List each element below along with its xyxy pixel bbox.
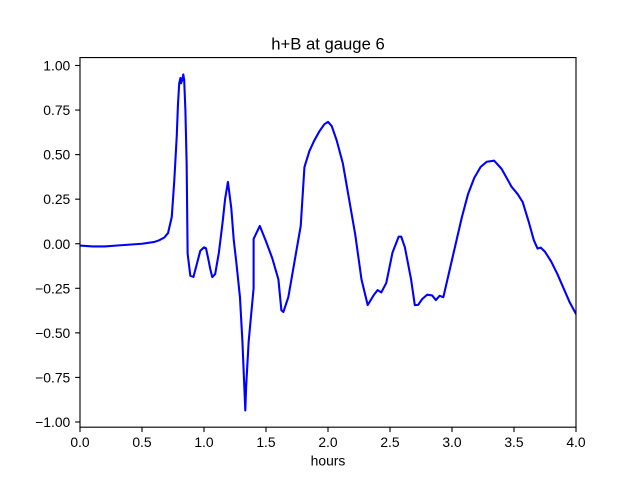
svg-text:3.5: 3.5 <box>504 434 524 450</box>
svg-text:2.0: 2.0 <box>318 434 338 450</box>
svg-text:−0.50: −0.50 <box>35 325 70 341</box>
svg-text:−1.00: −1.00 <box>35 414 70 430</box>
svg-text:0.5: 0.5 <box>132 434 152 450</box>
svg-text:h+B at gauge 6: h+B at gauge 6 <box>271 34 384 53</box>
svg-text:0.50: 0.50 <box>43 147 70 163</box>
svg-text:0.75: 0.75 <box>43 102 70 118</box>
svg-text:0.0: 0.0 <box>70 434 90 450</box>
svg-text:−0.25: −0.25 <box>35 280 70 296</box>
svg-text:0.25: 0.25 <box>43 191 70 207</box>
svg-text:1.5: 1.5 <box>256 434 276 450</box>
svg-text:1.00: 1.00 <box>43 58 70 74</box>
svg-text:2.5: 2.5 <box>380 434 400 450</box>
svg-text:0.00: 0.00 <box>43 236 70 252</box>
svg-text:−0.75: −0.75 <box>35 369 70 385</box>
svg-text:1.0: 1.0 <box>194 434 214 450</box>
svg-text:3.0: 3.0 <box>442 434 462 450</box>
svg-text:hours: hours <box>311 452 346 468</box>
svg-text:4.0: 4.0 <box>566 434 586 450</box>
